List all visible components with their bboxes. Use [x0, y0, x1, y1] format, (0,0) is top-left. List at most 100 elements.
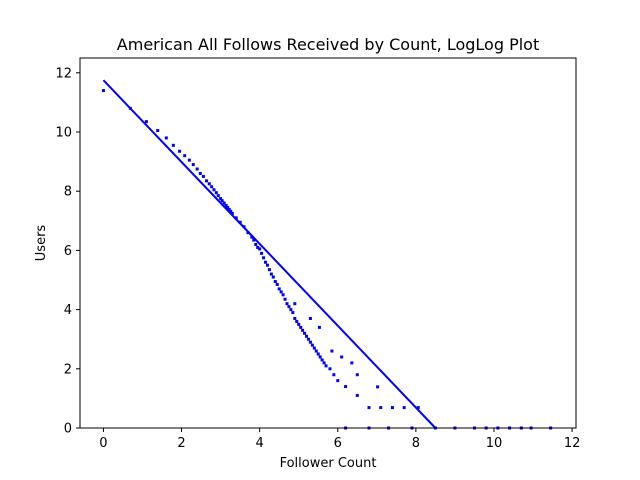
data-point [350, 361, 354, 365]
data-point [402, 406, 406, 410]
fit-line [102, 79, 437, 429]
data-point [195, 167, 199, 171]
x-tick-label: 8 [412, 436, 420, 451]
data-point [101, 89, 105, 93]
data-point [281, 293, 285, 297]
axes-frame [79, 57, 577, 429]
data-point [183, 154, 187, 158]
data-point [279, 290, 283, 294]
data-point [187, 158, 191, 162]
data-point [205, 179, 209, 183]
data-point [336, 379, 340, 383]
data-point [310, 343, 314, 347]
data-point [293, 302, 297, 306]
y-tick-label: 4 [64, 303, 72, 318]
x-tick-label: 6 [334, 436, 342, 451]
data-point [379, 406, 383, 410]
data-point [308, 340, 312, 344]
data-point [201, 174, 205, 178]
data-point [273, 279, 277, 283]
data-point [178, 149, 182, 153]
data-point [303, 331, 307, 335]
data-point [293, 316, 297, 320]
data-point [144, 120, 148, 124]
data-point [271, 275, 275, 279]
y-axis: 0 2 4 6 8 10 12 [55, 66, 80, 437]
data-point [260, 251, 264, 255]
data-point [320, 358, 324, 362]
data-point [316, 352, 320, 356]
y-tick-label: 8 [64, 185, 72, 200]
data-point [344, 385, 348, 389]
x-axis: 0 2 4 6 8 10 12 [99, 428, 580, 451]
data-point [227, 208, 231, 212]
data-point [299, 325, 303, 329]
data-point [297, 322, 301, 326]
data-point [416, 406, 420, 410]
y-tick-label: 10 [55, 126, 72, 141]
data-point [207, 182, 211, 186]
data-point [191, 163, 195, 167]
x-tick-label: 0 [99, 436, 107, 451]
data-point [287, 305, 291, 309]
data-point [324, 364, 328, 368]
data-point [305, 334, 309, 338]
data-point [262, 256, 266, 260]
data-point [229, 209, 233, 213]
data-point [222, 201, 226, 205]
data-point [306, 337, 310, 341]
data-point [216, 194, 220, 198]
data-point [254, 242, 258, 246]
x-axis-label: Follower Count [280, 456, 377, 471]
data-point [214, 191, 218, 195]
data-point [390, 406, 394, 410]
data-point [220, 199, 224, 203]
data-point [301, 328, 305, 332]
data-point [164, 136, 168, 140]
data-point [234, 216, 238, 220]
chart-title: American All Follows Received by Count, … [117, 35, 539, 54]
data-point [285, 302, 289, 306]
data-point [224, 203, 228, 207]
data-point [265, 263, 269, 267]
data-point [156, 129, 160, 133]
data-point [277, 287, 281, 291]
data-point [328, 367, 332, 371]
data-point [256, 245, 260, 249]
data-point [269, 272, 273, 276]
data-point [230, 211, 234, 215]
y-tick-label: 12 [55, 66, 72, 81]
data-point [376, 385, 380, 389]
data-point [355, 393, 359, 397]
plot-area [101, 79, 553, 430]
data-point [252, 238, 256, 242]
data-point [295, 319, 299, 323]
data-point [171, 143, 175, 147]
data-point [264, 260, 268, 264]
data-point [308, 316, 312, 320]
data-point [283, 297, 287, 301]
data-point [355, 373, 359, 377]
data-point [212, 188, 216, 192]
data-point [267, 268, 271, 272]
data-point [318, 355, 322, 359]
y-tick-label: 2 [64, 362, 72, 377]
x-tick-label: 2 [177, 436, 185, 451]
x-tick-label: 12 [564, 436, 581, 451]
data-point [312, 346, 316, 350]
data-point [367, 406, 371, 410]
y-tick-label: 6 [64, 244, 72, 259]
data-point [322, 361, 326, 365]
data-point [210, 185, 214, 189]
data-point [219, 197, 223, 201]
y-axis-label: Users [34, 225, 49, 262]
data-point [258, 247, 262, 251]
x-tick-label: 10 [486, 436, 503, 451]
data-point [332, 373, 336, 377]
data-point [226, 205, 230, 209]
data-point [330, 349, 334, 353]
data-point [340, 355, 344, 359]
data-point [291, 311, 295, 315]
data-point [314, 349, 318, 353]
